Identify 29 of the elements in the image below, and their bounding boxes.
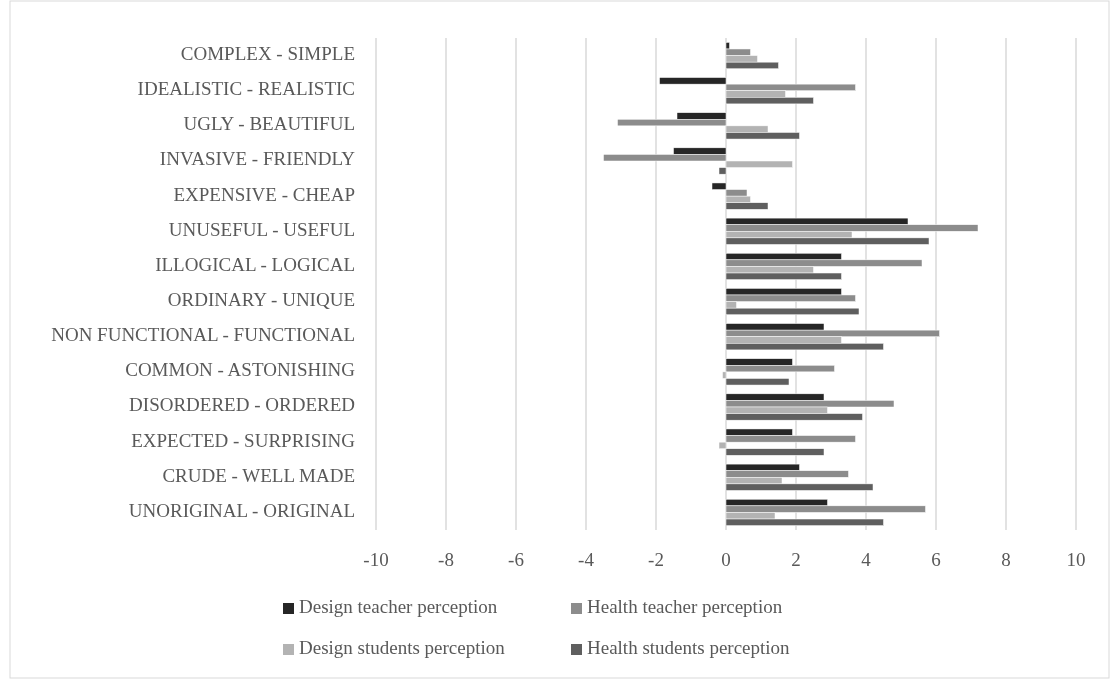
x-tick-label: -2 bbox=[648, 549, 664, 570]
x-tick-label: -4 bbox=[578, 549, 595, 570]
y-tick-label: UNUSEFUL - USEFUL bbox=[168, 218, 355, 240]
legend-label: Health teacher perception bbox=[587, 596, 783, 618]
legend-label: Design teacher perception bbox=[299, 596, 498, 618]
y-tick-label: ILLOGICAL - LOGICAL bbox=[155, 253, 355, 275]
x-tick-label: 0 bbox=[721, 549, 731, 570]
x-tick-label: -6 bbox=[508, 549, 524, 570]
y-tick-label: UGLY - BEAUTIFUL bbox=[183, 113, 355, 135]
y-tick-label: DISORDERED - ORDERED bbox=[129, 394, 355, 416]
x-tick-label: 2 bbox=[791, 549, 801, 570]
legend-label: Design students perception bbox=[299, 637, 506, 659]
y-tick-label: ORDINARY - UNIQUE bbox=[167, 288, 355, 310]
y-tick-label: NON FUNCTIONAL - FUNCTIONAL bbox=[51, 324, 355, 346]
y-tick-label: UNORIGINAL - ORIGINAL bbox=[128, 499, 355, 521]
legend-label: Health students perception bbox=[587, 637, 791, 659]
y-tick-label: EXPECTED - SURPRISING bbox=[131, 429, 356, 451]
x-tick-label: 6 bbox=[931, 549, 941, 570]
x-tick-label: -10 bbox=[363, 549, 389, 570]
y-tick-label: IDEALISTIC - REALISTIC bbox=[137, 78, 355, 100]
y-tick-label: CRUDE - WELL MADE bbox=[162, 464, 355, 486]
x-tick-label: 8 bbox=[1001, 549, 1011, 570]
y-tick-label: COMMON - ASTONISHING bbox=[125, 359, 356, 381]
x-tick-label: 4 bbox=[861, 549, 872, 570]
y-tick-label: COMPLEX - SIMPLE bbox=[180, 42, 355, 64]
x-tick-label: 10 bbox=[1066, 549, 1086, 570]
x-tick-label: -8 bbox=[438, 549, 454, 570]
y-tick-label: EXPENSIVE - CHEAP bbox=[173, 183, 355, 205]
y-tick-label: INVASIVE - FRIENDLY bbox=[159, 148, 356, 170]
